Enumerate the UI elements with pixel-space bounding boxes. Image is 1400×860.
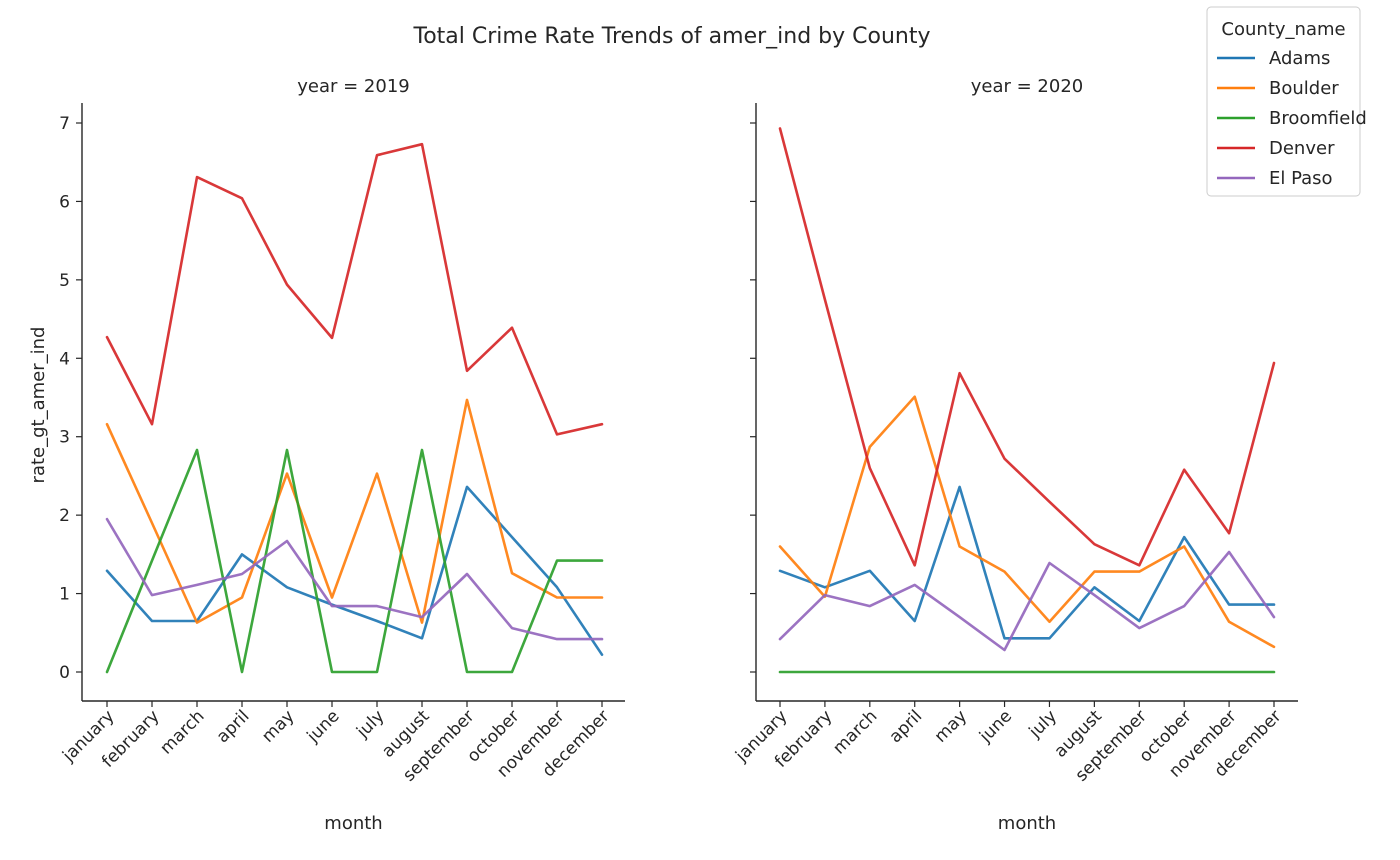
legend-label: El Paso — [1269, 168, 1333, 189]
y-tick-label: 1 — [59, 585, 70, 605]
series-line-boulder — [105, 398, 604, 624]
series-line-broomfield — [105, 448, 604, 674]
series-line-adams — [105, 485, 604, 657]
legend-label: Adams — [1269, 48, 1330, 69]
legend-item-el-paso: El Paso — [1217, 168, 1333, 189]
y-tick-label: 6 — [59, 192, 70, 212]
series-line-el-paso — [105, 517, 604, 641]
panel-title: year = 2020 — [971, 76, 1084, 97]
y-tick-label: 5 — [59, 271, 70, 291]
legend-label: Boulder — [1269, 78, 1339, 99]
y-tick-label: 2 — [59, 506, 70, 526]
y-tick-label: 4 — [59, 349, 70, 369]
legend-title: County_name — [1221, 19, 1345, 40]
y-tick-label: 7 — [59, 114, 70, 134]
series-line-boulder — [778, 395, 1276, 649]
series-line-adams — [778, 485, 1276, 640]
x-axis-label: month — [324, 813, 382, 834]
legend-label: Denver — [1269, 138, 1335, 159]
legend-item-adams: Adams — [1217, 48, 1330, 69]
y-axis-label: rate_gt_amer_ind — [28, 327, 49, 484]
legend-item-denver: Denver — [1217, 138, 1335, 159]
legend: County_name Adams Boulder Broomfield Denver E… — [1206, 6, 1367, 197]
series-line-denver — [778, 127, 1276, 567]
y-tick-label: 0 — [59, 663, 70, 683]
x-axis-label: month — [998, 813, 1056, 834]
legend-label: Broomfield — [1269, 108, 1367, 129]
series-line-el-paso — [778, 550, 1276, 652]
legend-item-boulder: Boulder — [1217, 78, 1339, 99]
panel-title: year = 2019 — [297, 76, 410, 97]
series-line-denver — [105, 142, 604, 436]
chart-title: Total Crime Rate Trends of amer_ind by C… — [413, 24, 931, 49]
y-tick-label: 3 — [59, 428, 70, 448]
legend-item-broomfield: Broomfield — [1217, 108, 1367, 129]
